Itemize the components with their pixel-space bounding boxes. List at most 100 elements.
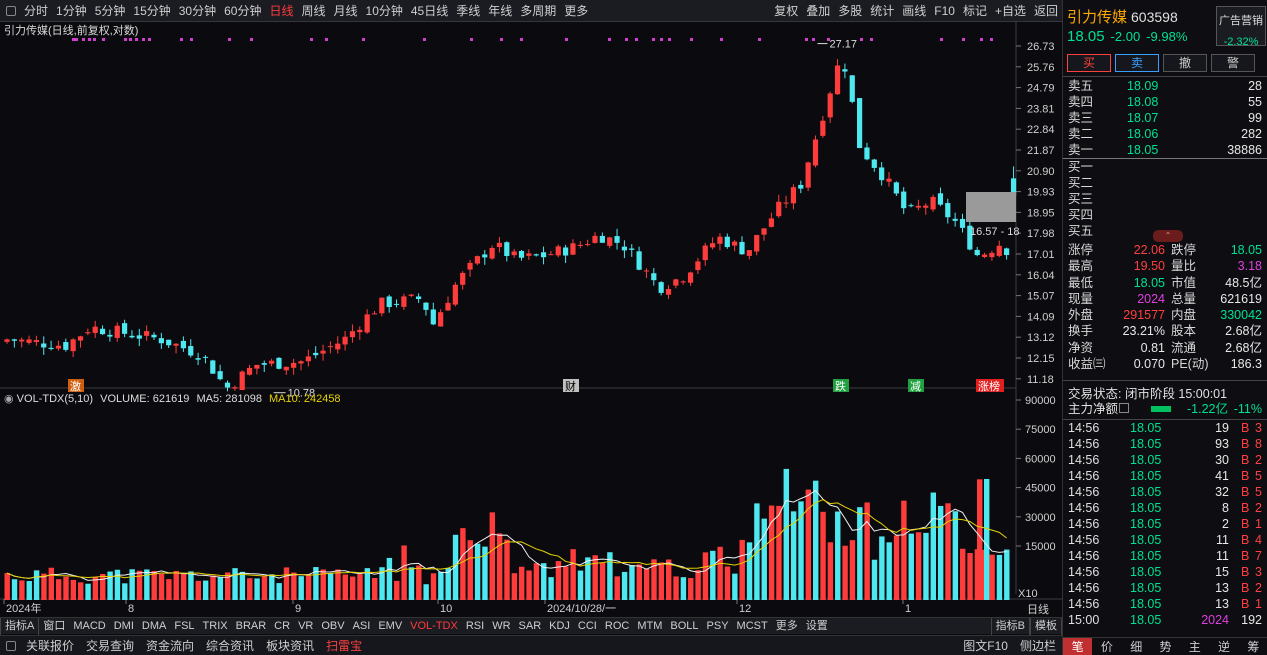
volume-bar bbox=[474, 543, 481, 600]
volume-bar bbox=[364, 568, 371, 600]
status-tab[interactable]: 关联报价 bbox=[26, 639, 75, 653]
status-tab[interactable]: 综合资讯 bbox=[206, 639, 255, 653]
indicator-tab[interactable]: ASI bbox=[352, 619, 371, 632]
panel-tab[interactable]: 主 bbox=[1188, 640, 1201, 654]
window-menu-icon[interactable] bbox=[6, 5, 16, 16]
indicator-tab[interactable]: MTM bbox=[637, 619, 663, 632]
indicator-tab[interactable]: ROC bbox=[604, 619, 630, 632]
collapse-arrow-icon[interactable]: ⌃ bbox=[1153, 230, 1183, 242]
period-tab[interactable]: 45日线 bbox=[410, 3, 449, 18]
indicator-tab[interactable]: DMI bbox=[113, 619, 134, 632]
status-tab[interactable]: 板块资讯 bbox=[266, 639, 315, 653]
period-tab[interactable]: 月线 bbox=[333, 3, 358, 18]
period-tab[interactable]: 5分钟 bbox=[94, 3, 126, 18]
indicator-tab[interactable]: VR bbox=[298, 619, 314, 632]
period-tab[interactable]: 季线 bbox=[456, 3, 481, 18]
candle-body bbox=[70, 339, 76, 352]
indicator-tab[interactable]: OBV bbox=[321, 619, 345, 632]
period-tab[interactable]: 10分钟 bbox=[365, 3, 403, 18]
price-tick-label: 11.18 bbox=[1027, 374, 1054, 386]
panel-tab[interactable]: 笔 bbox=[1063, 638, 1093, 655]
period-tab[interactable]: 分时 bbox=[24, 3, 49, 18]
tick-n: 1 bbox=[1255, 597, 1262, 611]
indicator-tab[interactable]: 窗口 bbox=[43, 619, 66, 632]
candle-body bbox=[55, 345, 62, 349]
period-tab[interactable]: 多周期 bbox=[520, 3, 557, 18]
candle-body bbox=[864, 147, 870, 160]
volume-bar bbox=[621, 571, 628, 600]
indicator-tab[interactable]: 更多 bbox=[775, 619, 798, 632]
volume-bar bbox=[41, 573, 47, 600]
period-tab[interactable]: 60分钟 bbox=[224, 3, 262, 18]
panel-tab[interactable]: 筹 bbox=[1247, 640, 1260, 654]
indicator-tab[interactable]: 指标A bbox=[0, 617, 40, 635]
status-right-tab[interactable]: 侧边栏 bbox=[1019, 639, 1056, 653]
period-tab[interactable]: 1分钟 bbox=[56, 3, 87, 18]
status-right-tab[interactable]: 图文F10 bbox=[963, 639, 1008, 653]
sell-button[interactable]: 卖 bbox=[1115, 54, 1159, 72]
indicator-tab[interactable]: FSL bbox=[174, 619, 195, 632]
period-tab[interactable]: 日线 bbox=[269, 3, 294, 18]
chart-tool[interactable]: 画线 bbox=[902, 3, 927, 18]
candle-body bbox=[129, 335, 135, 338]
indicator-right-tab[interactable]: 模板 bbox=[1030, 617, 1062, 635]
kline-chart[interactable]: 引力传媒(日线,前复权,对数) 26.73 25.76 24.79 23.81 22.84… bbox=[0, 22, 1062, 617]
expand-icon[interactable] bbox=[6, 640, 16, 651]
candle-body bbox=[217, 371, 223, 380]
status-bar: 关联报价 交易查询 资金流向 综合资讯 板块资讯 扫雷宝 图文F10 侧边栏 bbox=[0, 635, 1062, 655]
buy-button[interactable]: 买 bbox=[1067, 54, 1111, 72]
chart-tool[interactable]: +自选 bbox=[994, 3, 1026, 18]
cancel-order-button[interactable]: 撤 bbox=[1163, 54, 1207, 72]
indicator-tab[interactable]: 设置 bbox=[805, 619, 828, 632]
indicator-tab[interactable]: BOLL bbox=[670, 619, 699, 632]
indicator-tab[interactable]: TRIX bbox=[202, 619, 228, 632]
period-tab[interactable]: 周线 bbox=[301, 3, 326, 18]
indicator-tab[interactable]: RSI bbox=[465, 619, 485, 632]
indicator-tab[interactable]: BRAR bbox=[235, 619, 267, 632]
order-level: 卖三 bbox=[1068, 111, 1094, 125]
indicator-tab[interactable]: KDJ bbox=[549, 619, 570, 632]
indicator-tab[interactable]: MACD bbox=[73, 619, 106, 632]
indicator-tab[interactable]: CR bbox=[274, 619, 291, 632]
chart-tool[interactable]: 复权 bbox=[774, 3, 799, 18]
collapse-icon[interactable]: ◉ bbox=[4, 393, 14, 405]
status-tab[interactable]: 扫雷宝 bbox=[326, 639, 363, 653]
indicator-tab[interactable]: SAR bbox=[518, 619, 542, 632]
volume-bar bbox=[305, 574, 312, 600]
info-label: 涨停 bbox=[1068, 243, 1094, 257]
indicator-tab[interactable]: WR bbox=[492, 619, 511, 632]
chart-tool[interactable]: F10 bbox=[934, 3, 955, 18]
chart-tool[interactable]: 统计 bbox=[870, 3, 895, 18]
order-level: 买二 bbox=[1068, 176, 1094, 190]
volume-bar bbox=[790, 511, 797, 600]
period-tab[interactable]: 30分钟 bbox=[178, 3, 217, 18]
indicator-tab[interactable]: MCST bbox=[736, 619, 768, 632]
indicator-tab[interactable]: VOL-TDX bbox=[410, 619, 458, 632]
volume-bar bbox=[864, 502, 870, 600]
sector-box[interactable]: 广告营销 -2.32% bbox=[1216, 6, 1266, 48]
panel-tab[interactable]: 逆 bbox=[1218, 640, 1231, 654]
info-icon[interactable] bbox=[1119, 403, 1129, 413]
chart-tool[interactable]: 多股 bbox=[838, 3, 863, 18]
status-tab[interactable]: 交易查询 bbox=[86, 639, 135, 653]
candle-body bbox=[504, 242, 510, 257]
period-tab[interactable]: 年线 bbox=[488, 3, 513, 18]
chart-tool[interactable]: 叠加 bbox=[806, 3, 831, 18]
chart-tool[interactable]: 标记 bbox=[962, 3, 987, 18]
period-tab[interactable]: 15分钟 bbox=[133, 3, 171, 18]
net-flow-label: 主力净额 bbox=[1068, 402, 1119, 416]
panel-tab[interactable]: 细 bbox=[1130, 640, 1143, 654]
indicator-tab[interactable]: EMV bbox=[378, 619, 403, 632]
panel-tab[interactable]: 势 bbox=[1159, 640, 1172, 654]
period-tab[interactable]: 更多 bbox=[564, 3, 589, 18]
indicator-right-tab[interactable]: 指标B bbox=[990, 617, 1030, 635]
indicator-tab[interactable]: PSY bbox=[706, 619, 729, 632]
panel-tab[interactable]: 价 bbox=[1100, 640, 1113, 654]
candle-body bbox=[967, 225, 973, 250]
alert-button[interactable]: 警 bbox=[1211, 54, 1255, 72]
candle-body bbox=[849, 75, 855, 102]
chart-tool[interactable]: 返回 bbox=[1033, 3, 1058, 18]
indicator-tab[interactable]: DMA bbox=[141, 619, 167, 632]
indicator-tab[interactable]: CCI bbox=[577, 619, 597, 632]
status-tab[interactable]: 资金流向 bbox=[146, 639, 195, 653]
